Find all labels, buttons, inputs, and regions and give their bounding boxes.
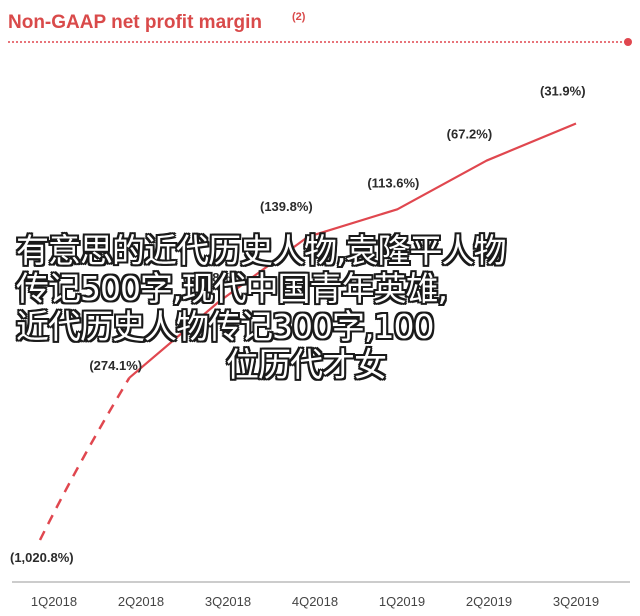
overlay-line: 有意思的近代历史人物,袁隆平人物 (16, 231, 507, 270)
overlay-caption: 有意思的近代历史人物,袁隆平人物 传记500字,现代中国青年英雄, 近代历史人物… (0, 232, 640, 384)
data-label: (274.1%) (89, 358, 142, 373)
data-labels-group: (1,020.8%) (274.1%) (201.8%) (139.8%) (113.6… (10, 83, 586, 565)
data-label: (139.8%) (260, 199, 313, 214)
data-label: (31.9%) (540, 83, 586, 98)
series-line-dashed (38, 377, 131, 541)
x-tick-label: 1Q2019 (379, 594, 425, 609)
data-label: (113.6%) (367, 175, 419, 190)
overlay-line: 近代历史人物传记300字,100 (16, 307, 434, 346)
data-label: (201.8%) (183, 270, 236, 285)
x-tick-labels-group: 1Q2018 2Q2018 3Q2018 4Q2018 1Q2019 2Q2019 3Q20… (31, 594, 599, 609)
x-tick-label: 4Q2018 (292, 594, 338, 609)
chart-title: Non-GAAP net profit margin (8, 12, 262, 33)
series-line (128, 122, 577, 379)
overlay-line: 传记500字,现代中国青年英雄, (16, 269, 448, 308)
data-label: (1,020.8%) (10, 550, 74, 565)
x-tick-label: 2Q2019 (466, 594, 512, 609)
overlay-line: 位历代才女 (226, 345, 387, 384)
x-tick-label: 1Q2018 (31, 594, 77, 609)
series-line-group (38, 122, 577, 541)
data-label: (67.2%) (447, 127, 493, 142)
title-footnote: (2) (292, 11, 306, 23)
title-divider-end-dot (624, 38, 632, 46)
x-tick-label: 2Q2018 (118, 594, 164, 609)
x-tick-label: 3Q2019 (553, 594, 599, 609)
x-tick-label: 3Q2018 (205, 594, 251, 609)
